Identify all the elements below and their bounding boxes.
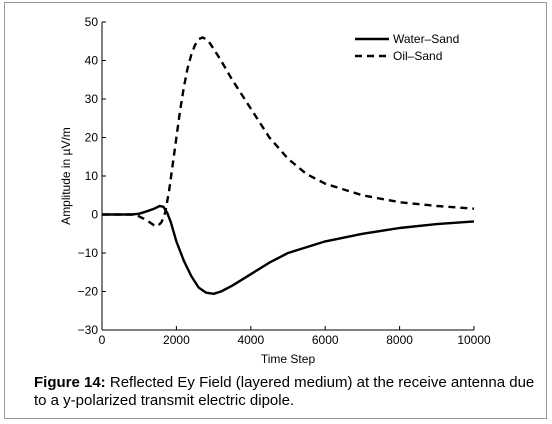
x-tick-label: 4000 xyxy=(237,333,264,347)
y-tick-label: 40 xyxy=(85,54,99,68)
x-tick-label: 8000 xyxy=(386,333,413,347)
legend: Water–Sand Oil–Sand xyxy=(355,32,459,63)
x-axis-label: Time Step xyxy=(261,352,316,366)
series-line-0 xyxy=(102,204,475,295)
x-tick-label: 2000 xyxy=(163,333,190,347)
y-tick-label: 30 xyxy=(85,92,99,106)
y-tick-label: 10 xyxy=(85,169,99,183)
plot-axes xyxy=(101,22,474,331)
legend-label-0: Water–Sand xyxy=(393,32,459,46)
y-tick-label: −10 xyxy=(78,246,99,260)
figure-frame xyxy=(4,2,547,419)
y-axis-label: Amplitude in µV/m xyxy=(59,127,73,225)
line-chart: 0 2000 4000 6000 8000 10000 −30 −20 −10 0 10 20 30 40… xyxy=(59,15,491,366)
series-line-1 xyxy=(102,36,475,228)
figure-caption: Figure 14: Reflected Ey Field (layered m… xyxy=(34,374,539,410)
y-tick-label: 50 xyxy=(85,15,99,29)
series-group xyxy=(102,36,475,295)
y-tick-label: 20 xyxy=(85,131,99,145)
y-tick-label: −20 xyxy=(78,285,99,299)
legend-label-1: Oil–Sand xyxy=(393,49,442,63)
x-tick-label: 6000 xyxy=(312,333,339,347)
x-tick-label: 10000 xyxy=(457,333,491,347)
caption-text: Reflected Ey Field (layered medium) at t… xyxy=(34,374,535,409)
x-tick-label: 0 xyxy=(99,333,106,347)
y-tick-label: 0 xyxy=(91,208,98,222)
tick-marks: 0 2000 4000 6000 8000 10000 −30 −20 −10 0 10 20 30 40… xyxy=(78,15,491,347)
caption-label: Figure 14: xyxy=(34,374,106,391)
y-tick-label: −30 xyxy=(78,323,99,337)
